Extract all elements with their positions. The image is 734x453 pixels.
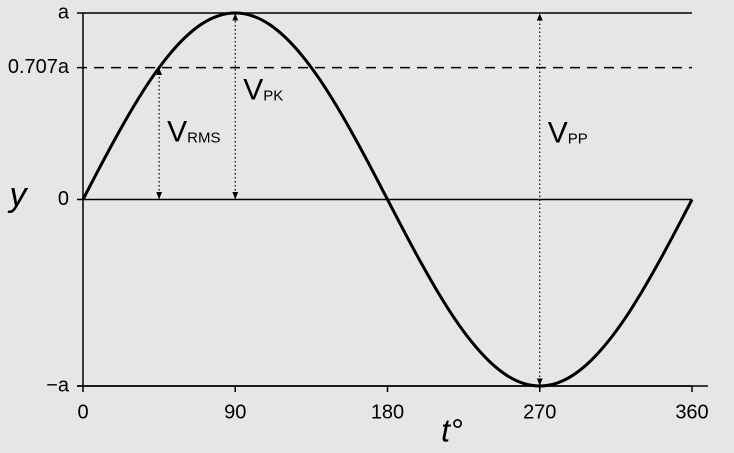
measure-symbol: V [548,116,568,149]
measure-subscript: RMS [187,130,220,147]
y-tick-label: −a [46,374,70,396]
measure-subscript: PP [568,130,588,147]
measure-label: VRMS [167,115,220,148]
y-axis-label: y [8,176,29,214]
x-tick-label: 90 [224,401,246,423]
x-tick-label: 270 [523,401,556,423]
measure-symbol: V [167,115,187,148]
x-tick-label: 180 [371,401,404,423]
measure-label: VPP [548,116,588,149]
x-tick-label: 0 [77,401,88,423]
y-tick-label: 0.707a [8,56,70,78]
sine-line [81,11,694,388]
measure-symbol: V [243,73,263,106]
x-axis-label: t° [441,412,463,448]
y-tick-label: 0 [58,188,69,210]
y-tick-label: a [58,1,70,23]
measure-label: VPK [243,73,283,106]
x-tick-label: 360 [675,401,708,423]
measure-subscript: PK [263,87,283,104]
